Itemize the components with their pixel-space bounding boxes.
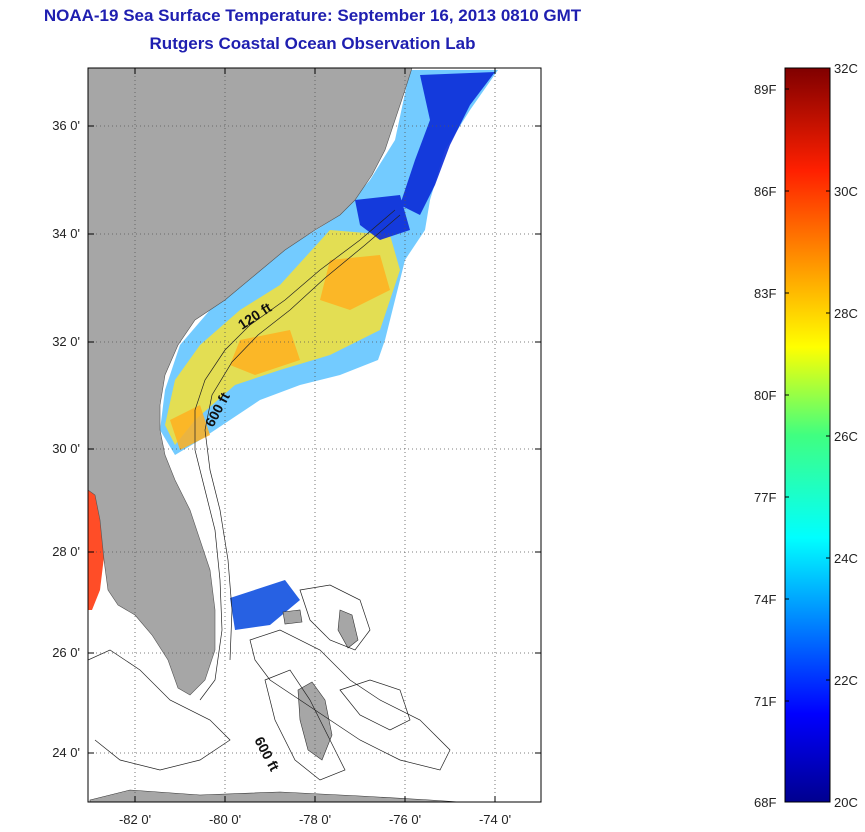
colorbar-label-28c: 28C (834, 306, 858, 321)
colorbar-label-80f: 80F (754, 388, 777, 403)
lat-label-26: 26 0' (52, 645, 80, 660)
lat-label-36: 36 0' (52, 118, 80, 133)
lat-label-30: 30 0' (52, 441, 80, 456)
colorbar-label-71f: 71F (754, 694, 777, 709)
colorbar-label-26c: 26C (834, 429, 858, 444)
lat-label-28: 28 0' (52, 544, 80, 559)
colorbar-label-89f: 89F (754, 82, 777, 97)
colorbar-label-20c: 20C (834, 795, 858, 810)
sst-bahamas-patch (230, 580, 300, 630)
sst-cold-coast (355, 72, 495, 240)
lat-label-34: 34 0' (52, 226, 80, 241)
land-cuba (89, 789, 461, 802)
colorbar-label-32c: 32C (834, 61, 858, 76)
land-bahamas-2 (337, 609, 359, 649)
colorbar-label-77f: 77F (754, 490, 777, 505)
bathymetry-contours (88, 209, 451, 781)
lon-label-80: -80 0' (208, 812, 242, 827)
map-title: NOAA-19 Sea Surface Temperature: Septemb… (43, 6, 582, 25)
land-mainland (88, 68, 413, 696)
lon-label-74: -74 0' (478, 812, 512, 827)
colorbar-label-22c: 22C (834, 673, 858, 688)
map-subtitle: Rutgers Coastal Ocean Observation Lab (149, 34, 476, 53)
colorbar-label-68f: 68F (754, 795, 777, 810)
colorbar-label-24c: 24C (834, 551, 858, 566)
lon-label-76: -76 0' (388, 812, 422, 827)
colorbar-label-74f: 74F (754, 592, 777, 607)
colorbar-label-30c: 30C (834, 184, 858, 199)
lat-label-32: 32 0' (52, 334, 80, 349)
lon-label-78: -78 0' (298, 812, 332, 827)
sst-orange-patches (170, 255, 390, 450)
colorbar-label-86f: 86F (754, 184, 777, 199)
colorbar (784, 67, 831, 803)
axis-ticks (88, 68, 541, 802)
colorbar-ticks (785, 67, 830, 803)
lat-label-24: 24 0' (52, 745, 80, 760)
lon-label-82: -82 0' (118, 812, 152, 827)
land-bahamas-3 (282, 609, 303, 625)
colorbar-label-83f: 83F (754, 286, 777, 301)
